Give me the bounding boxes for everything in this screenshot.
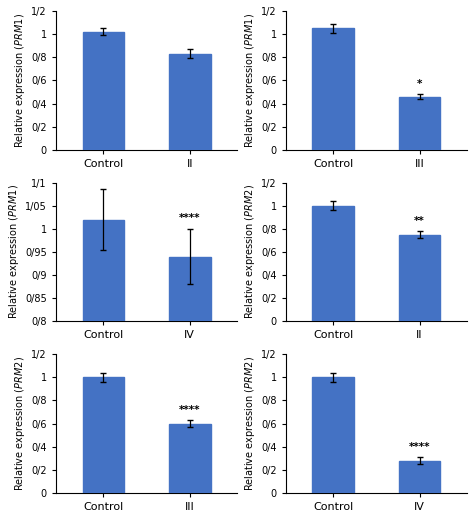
Bar [399, 97, 440, 150]
Y-axis label: Relative expression ($\it{PRM2}$): Relative expression ($\it{PRM2}$) [13, 356, 27, 491]
Text: ****: **** [179, 213, 201, 223]
Text: ****: **** [409, 442, 430, 452]
Bar [169, 256, 210, 519]
Bar [82, 377, 124, 493]
Bar [312, 206, 354, 321]
Text: *: * [417, 79, 422, 89]
Bar [82, 32, 124, 150]
Bar [82, 220, 124, 519]
Text: **: ** [414, 215, 425, 226]
Bar [399, 461, 440, 493]
Y-axis label: Relative expression ($\it{PRM2}$): Relative expression ($\it{PRM2}$) [243, 185, 257, 320]
Bar [169, 424, 210, 493]
Bar [312, 377, 354, 493]
Bar [169, 54, 210, 150]
Bar [399, 235, 440, 321]
Y-axis label: Relative expression ($\it{PRM2}$): Relative expression ($\it{PRM2}$) [243, 356, 257, 491]
Bar [312, 29, 354, 150]
Y-axis label: Relative expression ($\it{PRM1}$): Relative expression ($\it{PRM1}$) [13, 13, 27, 148]
Y-axis label: Relative expression ($\it{PRM1}$): Relative expression ($\it{PRM1}$) [7, 185, 21, 320]
Y-axis label: Relative expression ($\it{PRM1}$): Relative expression ($\it{PRM1}$) [243, 13, 257, 148]
Text: ****: **** [179, 405, 201, 415]
